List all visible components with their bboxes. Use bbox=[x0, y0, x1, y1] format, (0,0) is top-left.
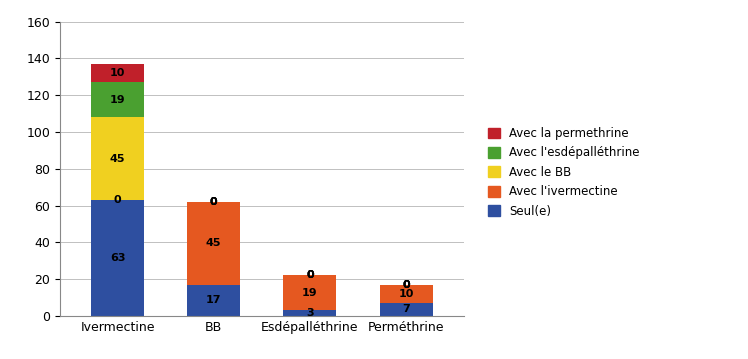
Text: 0: 0 bbox=[210, 197, 218, 207]
Text: 7: 7 bbox=[402, 304, 410, 314]
Text: 0: 0 bbox=[402, 280, 410, 290]
Text: 0: 0 bbox=[114, 195, 121, 205]
Text: 10: 10 bbox=[399, 289, 414, 299]
Bar bbox=[187, 285, 240, 316]
Bar bbox=[91, 64, 144, 82]
Text: 3: 3 bbox=[306, 308, 313, 318]
Text: 0: 0 bbox=[210, 197, 218, 207]
Text: 0: 0 bbox=[402, 280, 410, 290]
Legend: Avec la permethrine, Avec l'esdépalléthrine, Avec le BB, Avec l'ivermectine, Seu: Avec la permethrine, Avec l'esdépalléthr… bbox=[485, 123, 643, 222]
Text: 0: 0 bbox=[210, 197, 218, 207]
Bar bbox=[379, 303, 432, 316]
Bar bbox=[91, 200, 144, 316]
Text: 0: 0 bbox=[306, 270, 313, 280]
Text: 19: 19 bbox=[110, 95, 126, 105]
Text: 45: 45 bbox=[206, 238, 221, 248]
Bar bbox=[283, 275, 337, 311]
Bar bbox=[283, 311, 337, 316]
Text: 0: 0 bbox=[306, 270, 313, 280]
Bar bbox=[91, 117, 144, 200]
Text: 19: 19 bbox=[302, 288, 318, 298]
Text: 0: 0 bbox=[402, 280, 410, 290]
Bar bbox=[379, 285, 432, 303]
Bar bbox=[91, 82, 144, 117]
Text: 45: 45 bbox=[110, 154, 126, 164]
Bar bbox=[187, 202, 240, 285]
Text: 10: 10 bbox=[110, 68, 125, 78]
Text: 63: 63 bbox=[110, 253, 126, 263]
Text: 17: 17 bbox=[206, 295, 221, 305]
Text: 0: 0 bbox=[306, 270, 313, 280]
